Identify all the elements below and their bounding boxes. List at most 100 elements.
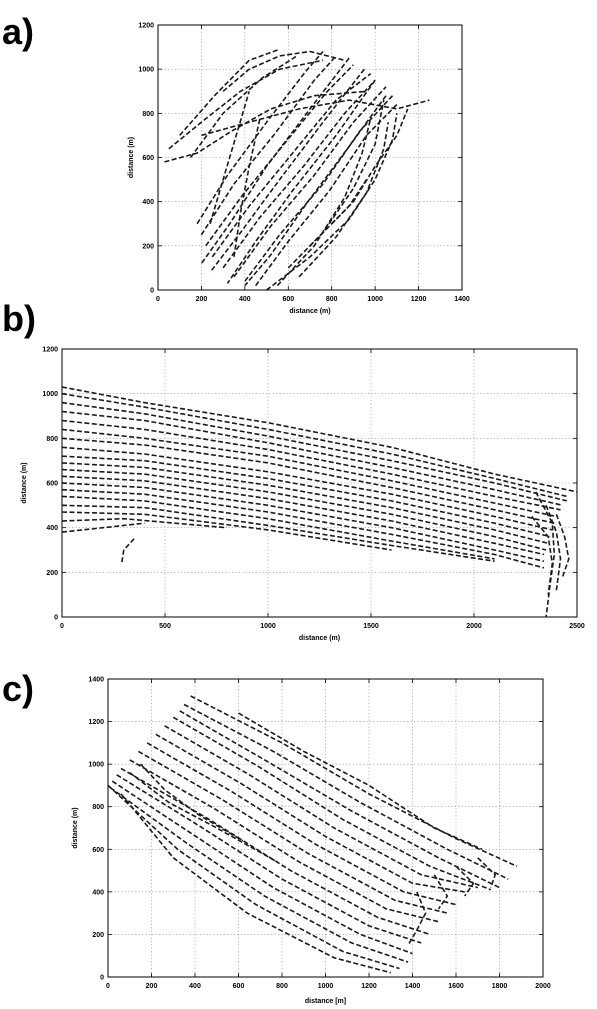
chart-c: 0 200 400 600 800 1000 1200 1400 1600 1800 2000 0 20… [72,677,551,1006]
x-tick-label: 0 [156,296,160,303]
y-tick-label: 1000 [42,391,58,398]
track-line [531,515,554,595]
track-line [172,716,492,891]
track-line [61,495,495,560]
x-tick-label: 0 [60,623,64,630]
track-line [120,767,431,936]
y-tick-label: 800 [142,111,154,118]
track-line [61,419,561,511]
track-line [140,763,244,842]
track-line [477,857,497,888]
track-line [200,55,337,236]
track-line [238,712,483,851]
track-line [455,865,475,897]
track-line [209,91,250,225]
track-line [164,90,367,163]
track-line [61,386,578,493]
track-line [61,475,545,556]
chart-b: 0 500 1000 1500 2000 2500 0 200 400 600 800 1000 120… [21,347,585,643]
track-line [61,511,392,551]
track-line [111,780,413,955]
x-tick-label: 1800 [492,983,508,990]
x-tick-label: 1500 [363,623,379,630]
track-line [200,57,350,264]
track-line [129,772,278,863]
x-tick-label: 200 [146,983,158,990]
y-tick-label: 1400 [88,677,104,684]
y-tick-label: 1200 [88,719,104,726]
y-tick-label: 200 [46,570,58,577]
track-line [129,759,439,923]
y-tick-label: 400 [92,889,104,896]
track-line [138,750,448,914]
track-line [545,505,562,591]
track-line [298,122,389,278]
track-line [183,703,509,880]
x-tick-label: 200 [196,296,208,303]
panel-c-label: c) [2,668,34,709]
track-line [61,455,551,538]
x-tick-label: 1000 [367,296,383,303]
track-line [555,514,570,578]
panel-b-label: b) [2,298,36,339]
y-axis-label: distance (m) [72,807,79,848]
x-tick-label: 800 [326,296,338,303]
track-line [109,786,409,963]
x-tick-label: 800 [276,983,288,990]
x-tick-label: 600 [282,296,294,303]
track-line [61,401,567,502]
x-tick-label: 600 [233,983,245,990]
track-line [61,462,549,545]
y-tick-label: 800 [46,436,58,443]
y-tick-label: 400 [142,199,154,206]
track-line [190,695,518,868]
y-axis-label: distance (m) [21,462,28,503]
track-line [266,113,398,291]
track-line [61,437,555,524]
y-tick-label: 600 [92,847,104,854]
track-line [61,522,145,533]
track-line [255,103,398,287]
track-line [179,48,280,136]
track-line [407,891,427,946]
x-tick-label: 500 [159,623,171,630]
track-line [155,733,465,893]
track-line [61,517,227,529]
track-line [107,784,400,970]
x-tick-label: 400 [189,983,201,990]
track-line [61,446,553,531]
x-tick-label: 1000 [260,623,276,630]
track-line [116,774,422,944]
track-line [226,79,376,284]
x-tick-label: 2500 [569,623,585,630]
track-line [61,428,557,518]
x-tick-label: 1400 [454,296,470,303]
x-axis-label: distance (m) [299,635,340,642]
x-tick-label: 1400 [405,983,421,990]
track-line [222,79,376,269]
track-line [244,95,394,282]
track-line [61,488,545,569]
track-line [168,59,324,150]
track-line [209,68,365,273]
track-line [146,742,457,906]
track-line [196,50,324,225]
y-tick-label: 1200 [138,23,154,30]
track-line [433,874,449,910]
x-tick-label: 2000 [466,623,482,630]
track-line [233,86,387,278]
track-line [201,99,430,137]
track-line [120,793,392,974]
y-tick-label: 0 [150,288,154,295]
track-line [233,117,261,258]
y-tick-label: 800 [92,804,104,811]
x-tick-label: 400 [239,296,251,303]
y-tick-label: 400 [46,525,58,532]
x-axis-label: distance [m] [305,998,346,1005]
track-line [222,50,345,92]
track-line [61,392,567,498]
x-tick-label: 2000 [535,983,551,990]
track-line [211,72,372,258]
y-tick-label: 600 [142,155,154,162]
